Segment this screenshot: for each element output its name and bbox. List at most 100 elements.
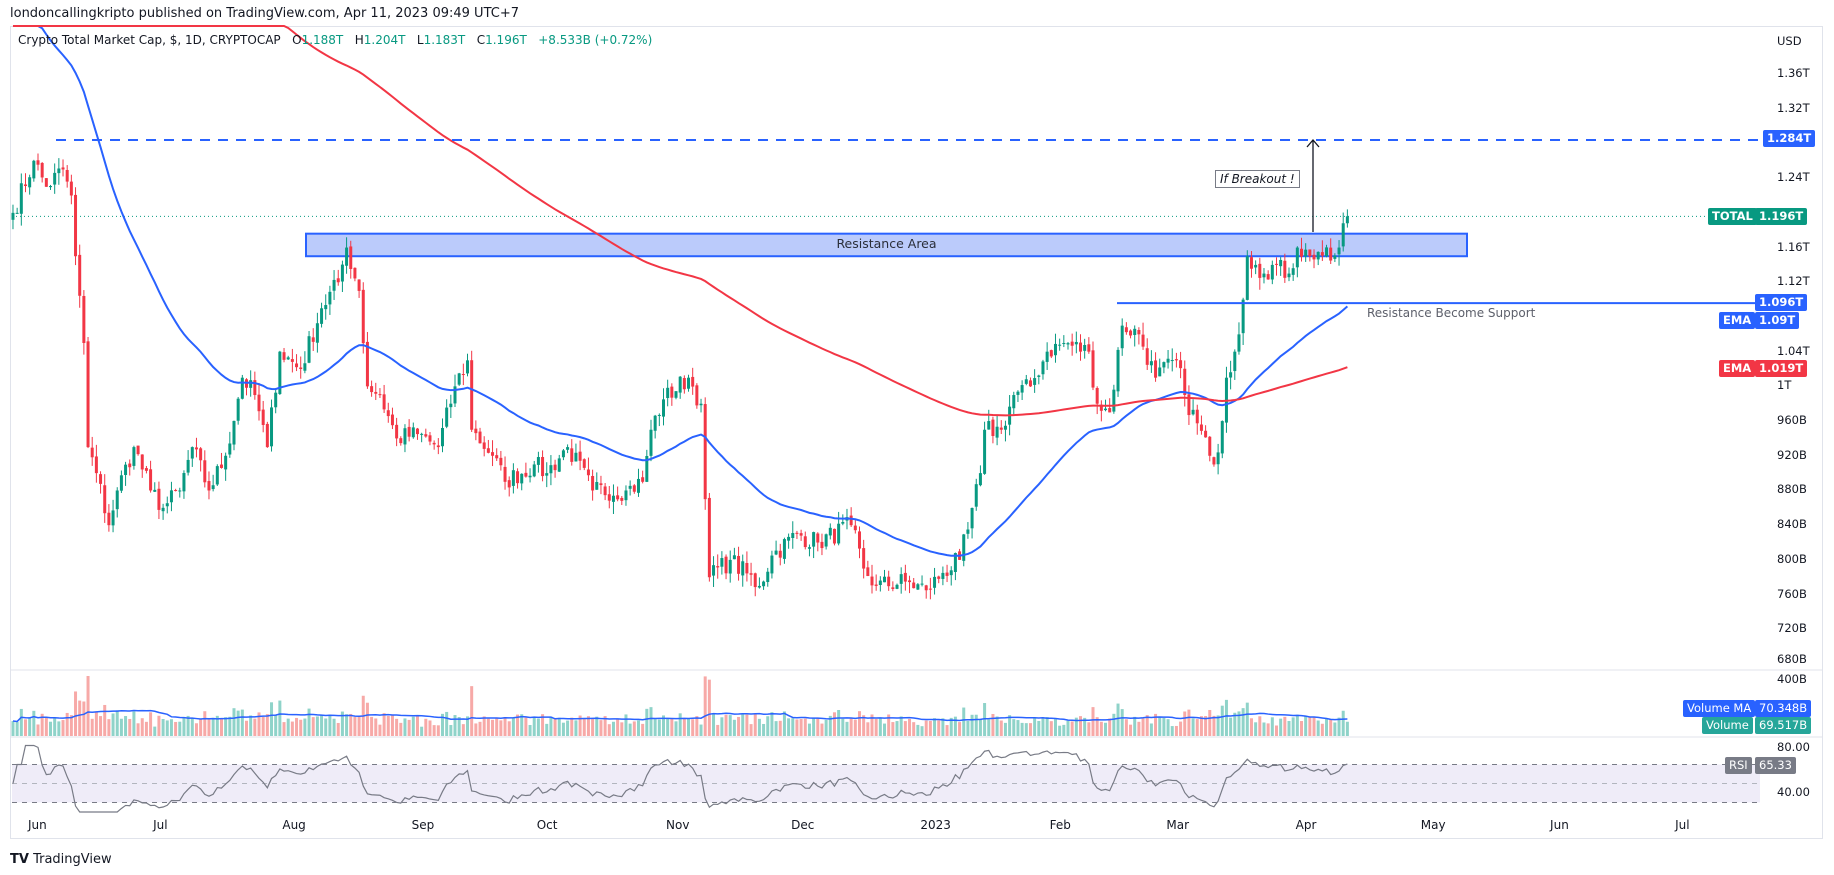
volume-bar: [215, 715, 219, 736]
volume-bar: [778, 720, 782, 736]
volume-bar: [336, 722, 340, 736]
candle-body: [1283, 260, 1287, 278]
volume-bar: [874, 718, 878, 736]
volume-bar: [153, 726, 157, 736]
candle-body: [1099, 404, 1103, 411]
volume-bar: [119, 718, 123, 736]
candle-body: [949, 570, 953, 576]
volume-bar: [561, 722, 565, 736]
volume-bar: [757, 718, 761, 736]
volume-bar: [53, 717, 57, 736]
candle-body: [240, 377, 244, 399]
candle-body: [1083, 344, 1087, 351]
volume-bar: [724, 714, 728, 736]
volume-bar: [691, 719, 695, 736]
candle-body: [582, 459, 586, 468]
price-tick: 680B: [1777, 652, 1807, 666]
candle-body: [228, 443, 232, 455]
candle-body: [199, 448, 203, 461]
volume-bar: [265, 714, 269, 736]
candle-body: [866, 567, 870, 577]
candle-body: [1287, 273, 1291, 278]
candle-body: [841, 521, 845, 524]
volume-bar: [1179, 721, 1183, 736]
volume-bar: [49, 721, 53, 736]
candle-body: [1024, 379, 1028, 384]
candle-body: [1016, 391, 1020, 395]
volume-bar: [1312, 717, 1316, 736]
volume-bar: [545, 723, 549, 736]
time-tick: Aug: [282, 818, 306, 832]
volume-bar: [586, 716, 590, 736]
candle-body: [1183, 368, 1187, 396]
volume-bar: [491, 719, 495, 736]
candle-body: [1266, 274, 1270, 280]
candle-body: [115, 490, 119, 510]
rsi-value: 65.33: [1755, 757, 1796, 774]
volume-bar: [1158, 716, 1162, 736]
price-tick: 1.24T: [1777, 170, 1810, 185]
tradingview-logo[interactable]: TV TradingView: [10, 852, 112, 867]
candle-body: [203, 460, 207, 483]
high-label: H: [354, 33, 364, 47]
candle-body: [903, 572, 907, 582]
volume-bar: [1087, 722, 1091, 736]
candle-body: [169, 490, 173, 503]
resistance-area-box: [305, 232, 1468, 258]
candle-body: [1108, 408, 1112, 413]
candle-body: [128, 463, 132, 468]
candle-body: [32, 160, 36, 179]
candle-body: [557, 458, 561, 472]
volume-bar: [457, 717, 461, 736]
volume-bar: [1295, 714, 1299, 736]
volume-bar: [1224, 699, 1228, 736]
candle-body: [1216, 452, 1220, 465]
volume-bar: [15, 721, 19, 736]
volume-bar: [1074, 717, 1078, 736]
volume-bar: [440, 713, 444, 736]
volume-bar: [1145, 715, 1149, 736]
volume-bar: [236, 710, 240, 736]
ema50-value-tag: 1.09T: [1755, 312, 1800, 329]
volume-bar: [628, 723, 632, 736]
volume-bar: [1274, 725, 1278, 736]
volume-bar: [916, 724, 920, 736]
candle-body: [428, 435, 432, 442]
candle-body: [270, 407, 274, 447]
symbol-name[interactable]: Crypto Total Market Cap, $, 1D, CRYPTOCA…: [18, 33, 281, 47]
candle-body: [899, 574, 903, 584]
volume-bar: [566, 720, 570, 736]
candle-body: [78, 254, 82, 296]
candle-body: [970, 507, 974, 529]
volume-bar: [791, 718, 795, 736]
volume-bar: [945, 725, 949, 736]
candle-body: [762, 581, 766, 587]
candle-body: [1279, 259, 1283, 267]
volume-bar: [553, 718, 557, 736]
volume-bar: [36, 724, 40, 736]
volume-bar: [503, 717, 507, 736]
candle-body: [920, 583, 924, 585]
chart-frame: [10, 26, 1823, 839]
candle-body: [353, 267, 357, 279]
candle-body: [691, 376, 695, 387]
volume-bar: [828, 715, 832, 736]
candle-body: [1087, 344, 1091, 352]
currency-label: USD: [1777, 34, 1802, 48]
candle-body: [249, 380, 253, 388]
volume-bar: [703, 676, 707, 736]
volume-bar: [424, 718, 428, 736]
candle-body: [536, 457, 540, 465]
volume-bar: [991, 713, 995, 736]
candle-body: [49, 186, 53, 188]
volume-bar: [899, 716, 903, 736]
volume-bar: [474, 723, 478, 736]
volume-bar: [870, 714, 874, 736]
volume-bar: [65, 712, 69, 736]
volume-bar: [274, 715, 278, 736]
volume-bar: [290, 721, 294, 736]
candle-body: [1028, 380, 1032, 387]
rsi-line: [12, 744, 1348, 813]
candle-body: [662, 399, 665, 417]
